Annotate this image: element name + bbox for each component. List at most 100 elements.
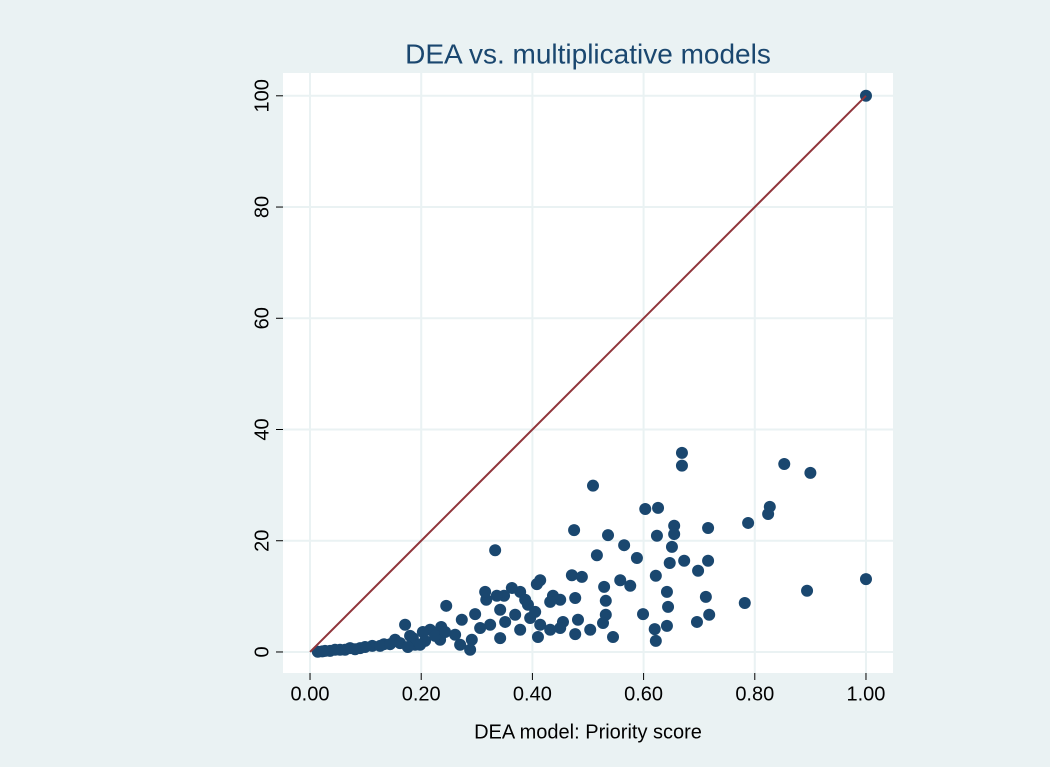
point	[544, 595, 557, 608]
point	[374, 639, 387, 652]
point	[668, 519, 681, 532]
point	[665, 540, 678, 553]
x-tick-label: 0.80	[735, 683, 774, 705]
point	[569, 592, 582, 605]
point	[584, 623, 597, 636]
point	[702, 521, 715, 534]
point	[607, 630, 620, 643]
point	[624, 579, 637, 592]
point	[762, 508, 775, 521]
point	[650, 529, 663, 542]
point	[618, 539, 631, 552]
point	[630, 551, 643, 564]
point	[660, 619, 673, 632]
point	[509, 608, 522, 621]
point	[465, 633, 478, 646]
point	[494, 632, 507, 645]
point	[702, 554, 715, 567]
point	[571, 613, 584, 626]
point	[544, 623, 557, 636]
x-tick-label: 0.40	[513, 683, 552, 705]
point	[464, 643, 477, 656]
y-tick-label: 60	[251, 307, 273, 329]
point	[804, 466, 817, 479]
point	[454, 638, 467, 651]
reference-line	[309, 95, 867, 653]
point	[530, 578, 543, 591]
point	[692, 564, 705, 577]
point	[859, 573, 872, 586]
point	[675, 459, 688, 472]
point	[449, 628, 462, 641]
x-tick-label: 0.60	[624, 683, 663, 705]
point	[490, 589, 503, 602]
point	[469, 608, 482, 621]
point	[440, 599, 453, 612]
point	[590, 549, 603, 562]
point	[598, 580, 611, 593]
y-tick-label: 40	[251, 418, 273, 440]
x-tick-label: 1.00	[847, 683, 886, 705]
point	[652, 501, 665, 514]
point	[554, 622, 567, 635]
point	[399, 618, 412, 631]
y-tick-label: 0	[251, 646, 273, 657]
point	[455, 613, 468, 626]
point	[690, 615, 703, 628]
point	[648, 623, 661, 636]
point	[597, 617, 610, 630]
point	[568, 524, 581, 537]
point	[529, 605, 542, 618]
point	[778, 457, 791, 470]
point	[534, 618, 547, 631]
point	[429, 629, 442, 642]
point	[499, 615, 512, 628]
point	[519, 593, 532, 606]
point	[662, 600, 675, 613]
point	[587, 479, 600, 492]
x-tick-label: 0.00	[291, 683, 330, 705]
point	[514, 623, 527, 636]
point	[489, 544, 502, 557]
point	[668, 528, 681, 541]
point	[474, 622, 487, 635]
point	[484, 618, 497, 631]
point	[439, 625, 452, 638]
y-tick-label: 80	[251, 196, 273, 218]
point	[663, 556, 676, 569]
point	[614, 574, 627, 587]
x-axis-label: DEA model: Priority score	[474, 721, 702, 743]
point	[649, 569, 662, 582]
point	[384, 638, 397, 651]
y-tick-label: 20	[251, 530, 273, 552]
chart-title: DEA vs. multiplicative models	[405, 38, 771, 69]
point	[801, 584, 814, 597]
point	[569, 628, 582, 641]
point	[494, 603, 507, 616]
point	[479, 585, 492, 598]
point	[401, 640, 414, 653]
point	[699, 590, 712, 603]
point	[414, 638, 427, 651]
point	[359, 640, 372, 653]
point	[349, 643, 362, 656]
point	[678, 554, 691, 567]
point	[531, 630, 544, 643]
point	[602, 529, 615, 542]
point	[738, 597, 751, 610]
point	[675, 446, 688, 459]
x-tick-label: 0.20	[402, 683, 441, 705]
point	[703, 608, 716, 621]
y-tick-label: 100	[251, 79, 273, 112]
point	[649, 634, 662, 647]
point	[660, 585, 673, 598]
point	[575, 570, 588, 583]
point	[639, 503, 652, 516]
point	[565, 569, 578, 582]
point	[742, 516, 755, 529]
point	[329, 643, 342, 656]
point	[316, 645, 329, 658]
point	[599, 594, 612, 607]
